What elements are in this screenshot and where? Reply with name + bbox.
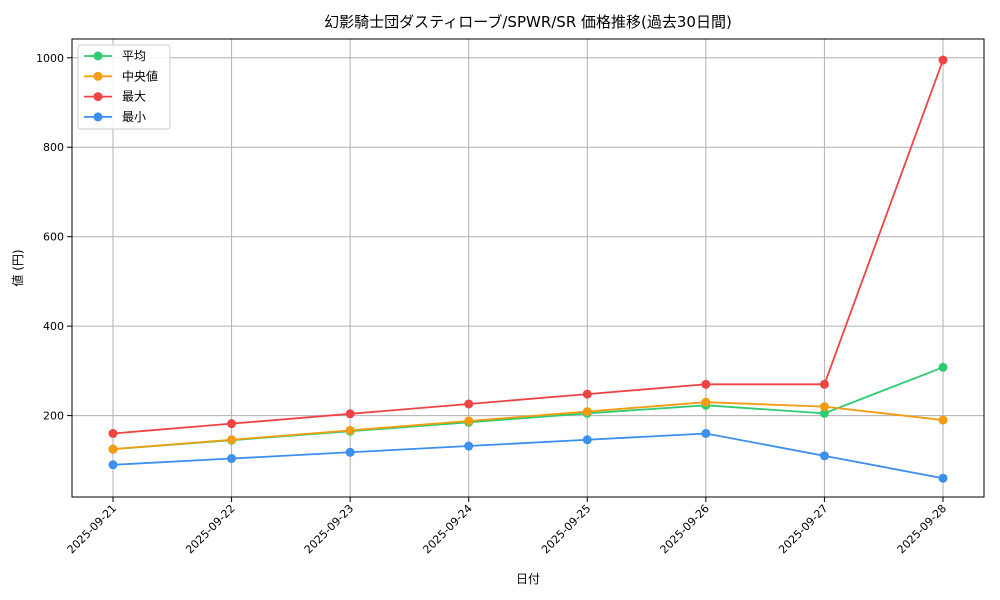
data-point [108,460,118,470]
data-point [108,428,118,438]
series-line [112,366,944,451]
legend-label: 最小 [122,110,146,124]
data-point [464,416,474,426]
x-axis-label: 日付 [516,572,540,586]
series-3 [108,55,948,438]
series-line [112,401,944,451]
grid [72,39,984,497]
data-point [938,362,948,372]
x-tick-label: 2025-09-22 [183,502,237,556]
series-line [112,59,944,435]
chart-title: 幻影騎士団ダスティローブ/SPWR/SR 価格推移(過去30日間) [324,13,732,31]
series-4 [108,428,948,483]
y-tick-label: 1000 [36,52,64,65]
data-point [345,409,355,419]
x-tick-label: 2025-09-25 [539,502,593,556]
y-axis-label: 値 (円) [10,249,25,286]
y-tick-label: 400 [43,320,64,333]
data-point [227,419,237,429]
data-point [345,447,355,457]
y-axis: 200 400 600 800 1000 [36,52,72,423]
y-tick-label: 200 [43,410,64,423]
plot-frame [71,38,985,498]
legend-marker [93,112,103,122]
legend-label: 中央値 [122,68,158,83]
x-tick-label: 2025-09-21 [65,502,119,556]
legend-frame [77,44,171,130]
series-layer [108,55,948,483]
data-point [582,435,592,445]
data-point [819,451,829,461]
legend-marker [93,92,103,102]
series-line [112,432,944,480]
x-tick-label: 2025-09-27 [776,502,830,556]
data-point [701,428,711,438]
data-point [819,408,829,418]
data-point [582,407,592,417]
data-point [582,389,592,399]
data-point [464,399,474,409]
data-point [938,55,948,65]
data-point [819,379,829,389]
legend-marker [93,71,103,81]
legend-marker [93,51,103,61]
data-point [938,473,948,483]
x-axis: 2025-09-21 2025-09-22 2025-09-23 2025-09-24… [65,497,949,556]
y-tick-label: 600 [43,231,64,244]
x-tick-label: 2025-09-24 [420,502,474,556]
legend-label: 平均 [122,49,146,63]
data-point [345,425,355,435]
x-tick-label: 2025-09-23 [302,502,356,556]
data-point [227,435,237,445]
data-point [938,415,948,425]
x-tick-label: 2025-09-28 [895,502,949,556]
data-point [108,444,118,454]
data-point [227,454,237,464]
series-2 [108,397,948,454]
data-point [701,379,711,389]
data-point [464,441,474,451]
data-point [819,402,829,412]
legend-label: 最大 [122,90,146,104]
data-point [701,397,711,407]
x-tick-label: 2025-09-26 [658,502,712,556]
y-tick-label: 800 [43,141,64,154]
